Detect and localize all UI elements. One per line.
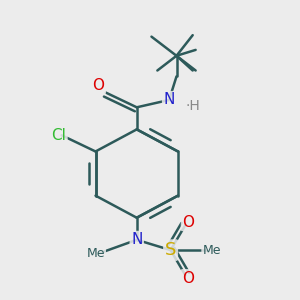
Text: ·H: ·H xyxy=(185,99,200,113)
Text: N: N xyxy=(131,232,142,247)
Text: O: O xyxy=(182,214,194,230)
Text: N: N xyxy=(164,92,175,107)
Text: Cl: Cl xyxy=(51,128,66,143)
Text: Me: Me xyxy=(202,244,221,256)
Text: S: S xyxy=(165,241,176,259)
Text: O: O xyxy=(182,271,194,286)
Text: O: O xyxy=(92,78,104,93)
Text: Me: Me xyxy=(86,247,105,260)
